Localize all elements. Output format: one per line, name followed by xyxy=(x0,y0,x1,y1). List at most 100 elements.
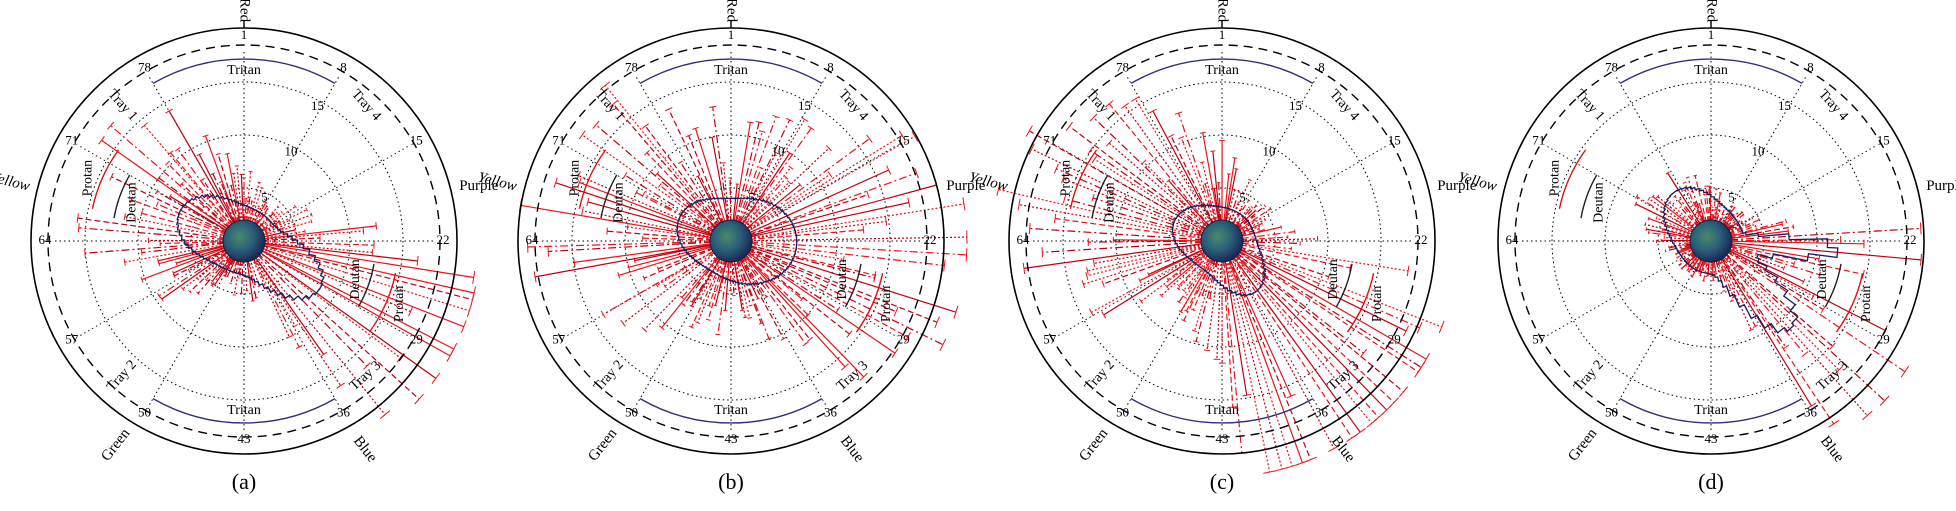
tritan-label: Tritan xyxy=(227,63,261,78)
panel-label: (d) xyxy=(1698,469,1724,494)
error-line xyxy=(1186,258,1213,311)
outer-tick-label: 64 xyxy=(526,232,540,247)
error-tick xyxy=(1901,366,1908,377)
outer-tick-label: 50 xyxy=(625,404,638,419)
radial-tick-label: 15 xyxy=(1289,98,1302,113)
error-tick xyxy=(230,185,233,186)
outer-tick-label: 71 xyxy=(552,132,565,147)
error-tick xyxy=(311,220,312,224)
error-tick xyxy=(156,202,158,207)
error-tick xyxy=(1802,352,1808,357)
error-tick xyxy=(665,107,672,111)
error-tick xyxy=(894,307,898,316)
error-tick xyxy=(627,224,628,230)
outer-tick-label: 71 xyxy=(1532,132,1545,147)
hue-label-red: Red xyxy=(237,0,253,23)
error-tick xyxy=(77,213,78,222)
error-tick xyxy=(747,122,754,123)
error-tick xyxy=(254,284,256,285)
error-tick xyxy=(1029,223,1030,234)
error-tick xyxy=(863,226,864,233)
error-tick xyxy=(281,211,283,213)
radial-tick-label: 10 xyxy=(285,144,298,159)
outer-tick-label: 22 xyxy=(924,232,937,247)
error-tick xyxy=(886,217,887,226)
radial-tick-label: 5 xyxy=(748,190,755,205)
error-tick xyxy=(1439,321,1444,333)
error-tick xyxy=(1698,273,1700,274)
error-tick xyxy=(1829,420,1839,427)
center-hub xyxy=(710,220,752,262)
outer-tick-label: 1 xyxy=(728,27,735,42)
tray-label-1: Tray 1 xyxy=(105,87,141,124)
outer-tick-label: 78 xyxy=(625,60,638,75)
error-tick xyxy=(1233,158,1238,159)
tray-label-2: Tray 2 xyxy=(591,358,627,395)
error-tick xyxy=(1276,468,1289,471)
error-tick xyxy=(1361,349,1367,357)
error-tick xyxy=(1178,137,1184,139)
error-line xyxy=(749,173,917,235)
error-tick xyxy=(1699,275,1701,276)
error-tick xyxy=(397,353,404,362)
outer-tick-label: 78 xyxy=(138,60,151,75)
error-tick xyxy=(1752,217,1753,219)
error-tick xyxy=(803,342,809,346)
outer-tick-label: 78 xyxy=(1605,60,1618,75)
polar-panel-1: TritanTritanProtanProtanDeutanDeutanTray… xyxy=(476,0,985,494)
error-tick xyxy=(1347,434,1358,441)
outer-tick-label: 22 xyxy=(437,232,450,247)
outer-tick-label: 29 xyxy=(1388,331,1401,346)
error-line xyxy=(713,107,729,222)
error-tick xyxy=(1719,193,1722,194)
error-line xyxy=(1226,260,1270,473)
outer-tick-label: 1 xyxy=(241,27,248,42)
error-line xyxy=(250,188,262,223)
error-line xyxy=(1069,126,1206,229)
grid-spoke xyxy=(255,259,341,407)
error-line xyxy=(1210,260,1218,299)
error-tick xyxy=(166,109,173,113)
tray-label-1: Tray 1 xyxy=(1572,87,1608,124)
error-tick xyxy=(1248,207,1250,209)
outer-tick-label: 57 xyxy=(1532,331,1546,346)
panel-label: (a) xyxy=(232,469,256,494)
error-tick xyxy=(706,319,710,320)
error-tick xyxy=(188,269,190,272)
error-line xyxy=(262,247,469,311)
outer-tick-label: 8 xyxy=(1318,60,1325,75)
error-line xyxy=(619,247,713,276)
error-tick xyxy=(467,304,471,317)
hue-label-green: Green xyxy=(1076,425,1111,464)
error-tick xyxy=(1646,227,1647,231)
error-tick xyxy=(1106,140,1112,146)
hue-label-blue: Blue xyxy=(837,433,867,465)
error-tick xyxy=(944,260,945,272)
error-line xyxy=(253,258,299,347)
grid-spoke xyxy=(635,75,721,223)
radial-tick-label: 10 xyxy=(1263,144,1276,159)
error-line xyxy=(167,163,230,227)
hue-label-green: Green xyxy=(98,425,133,464)
error-tick xyxy=(867,191,870,199)
error-tick xyxy=(85,249,86,258)
protan-label: Protan xyxy=(1859,286,1874,323)
error-tick xyxy=(1200,132,1206,133)
error-tick xyxy=(707,305,711,306)
error-tick xyxy=(1200,162,1204,163)
protan-arc xyxy=(1559,150,1585,209)
tritan-label: Tritan xyxy=(227,403,261,418)
error-line xyxy=(255,257,341,386)
error-line xyxy=(159,178,229,230)
error-tick xyxy=(574,258,575,267)
error-tick xyxy=(293,325,298,328)
error-tick xyxy=(311,213,313,217)
error-tick xyxy=(714,305,718,306)
error-line xyxy=(582,135,715,230)
error-line xyxy=(1730,245,1864,274)
error-tick xyxy=(1102,281,1104,288)
error-tick xyxy=(748,318,752,319)
error-tick xyxy=(743,317,747,318)
